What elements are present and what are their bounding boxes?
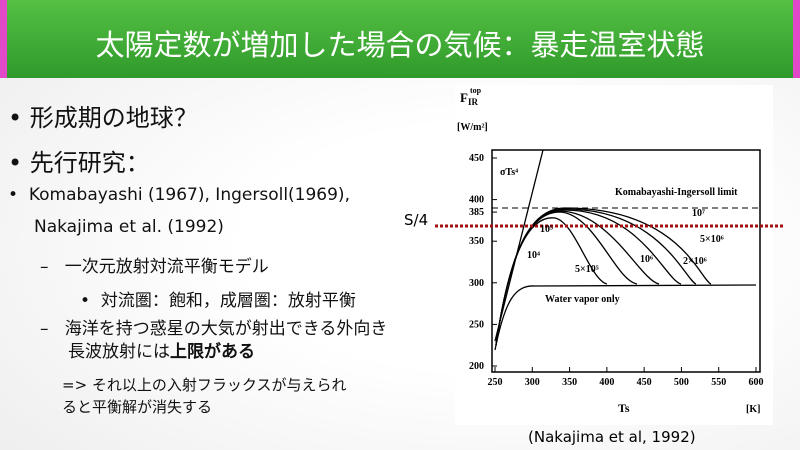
plot-frame <box>491 149 761 373</box>
y-label-text: F <box>460 90 468 105</box>
x-tick-label: 400 <box>599 377 614 388</box>
text: 対流圏：飽和，成層圏：放射平衡 <box>100 291 356 311</box>
text: 海洋を持つ惑星の大気が射出できる外向き <box>64 319 388 339</box>
text: 形成期の地球？ <box>29 104 198 132</box>
text: 長波放射には上限がある <box>68 337 255 362</box>
x-tick-label: 550 <box>711 377 726 388</box>
x-tick-label: 300 <box>525 377 540 388</box>
base-label: Water vapor only <box>545 294 620 305</box>
y-tick-label: 450 <box>469 153 484 164</box>
figure-bg <box>455 85 773 425</box>
edge <box>0 0 7 78</box>
y-tick-label: 250 <box>469 319 484 330</box>
x-tick-label: 450 <box>637 377 652 388</box>
y-label-sub: IR <box>468 97 479 107</box>
y-label: FIR top <box>460 86 482 107</box>
x-label: Ts <box>618 401 630 415</box>
text: 一次元放射対流平衡モデル <box>64 257 269 277</box>
text: => それ以上の入射フラックスが与えられ <box>62 376 347 394</box>
text: ると平衡解が消失する <box>62 398 213 416</box>
y-label-sup: top <box>470 86 482 95</box>
edge <box>793 0 800 78</box>
x-tick-label: 500 <box>674 377 689 388</box>
text: 長波放射には <box>68 342 170 362</box>
stefan-line <box>494 149 544 342</box>
curve-label: 10⁵ <box>540 224 553 235</box>
curve-label: 5×10⁵ <box>575 264 599 275</box>
limit-label: Komabayashi-Ingersoll limit <box>615 187 738 198</box>
text: 先行研究： <box>29 149 150 177</box>
bullet: • 対流圏：飽和，成層圏：放射平衡 <box>80 291 356 311</box>
curve-label: 2×10⁶ <box>683 256 707 267</box>
y-tick-label: 385 <box>469 207 484 218</box>
curve-label: 10⁶ <box>640 254 653 265</box>
s4-label: S/4 <box>404 211 428 229</box>
bullet: • 形成期の地球？ <box>8 104 198 132</box>
title: 太陽定数が増加した場合の気候：暴走温室状態 <box>95 28 705 62</box>
curve-label: 10⁴ <box>527 250 540 261</box>
bullet: – 一次元放射対流平衡モデル <box>40 257 269 277</box>
y-tick-label: 400 <box>469 195 484 206</box>
y-tick-label: 200 <box>469 361 484 372</box>
title-bar <box>0 0 800 78</box>
y-tick-label: 350 <box>469 236 484 247</box>
base-curve <box>494 284 757 351</box>
text: Nakajima et al. (1992) <box>34 217 224 237</box>
bullet: • 先行研究： <box>8 149 150 177</box>
bullet: • Komabayashi (1967), Ingersoll(1969), <box>8 185 350 205</box>
bold-text: 上限がある <box>170 342 255 362</box>
bullet: – 海洋を持つ惑星の大気が射出できる外向き <box>40 319 388 339</box>
x-tick-label: 350 <box>562 377 577 388</box>
text: Komabayashi (1967), Ingersoll(1969), <box>28 185 350 205</box>
y-tick-label: 300 <box>469 278 484 289</box>
curve-label: 10⁷ <box>692 208 705 219</box>
x-tick-label: 600 <box>749 377 764 388</box>
x-unit: [K] <box>746 404 760 415</box>
curve-label: 5×10⁶ <box>700 234 724 245</box>
y-unit: [W/m²] <box>457 122 488 133</box>
x-tick-label: 250 <box>488 377 503 388</box>
stefan-label: σTs⁴ <box>500 167 518 178</box>
caption: (Nakajima et al, 1992) <box>528 428 696 446</box>
